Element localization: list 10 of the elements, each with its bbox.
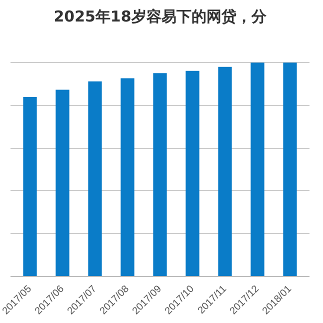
bar <box>250 62 264 276</box>
bar <box>153 73 167 276</box>
bar <box>23 97 37 276</box>
bar <box>120 78 134 276</box>
bar <box>186 70 200 276</box>
chart-title: 2025年18岁容易下的网贷，分 <box>54 8 268 26</box>
bar <box>218 66 232 276</box>
bar <box>283 62 297 276</box>
bar <box>88 81 102 276</box>
bar <box>56 90 70 276</box>
